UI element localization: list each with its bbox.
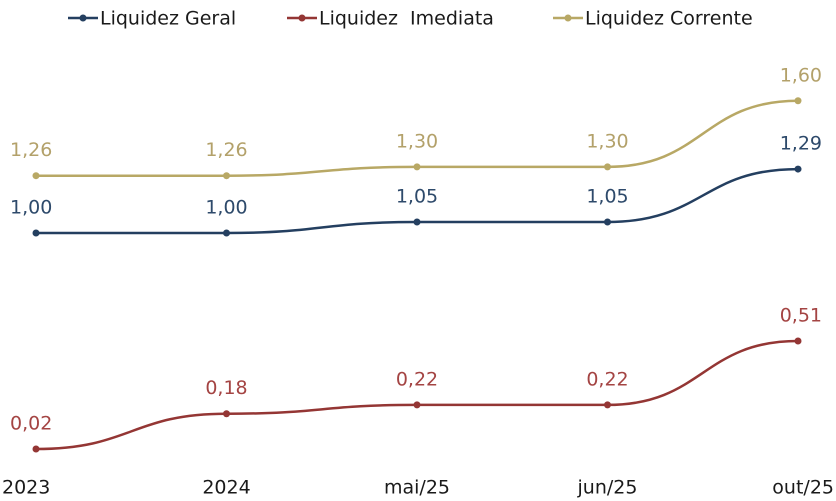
x-tick-label: jun/25 bbox=[577, 477, 638, 499]
x-tick-label: out/25 bbox=[772, 477, 834, 499]
data-point bbox=[413, 218, 421, 226]
data-label: 1,29 bbox=[780, 133, 822, 155]
x-tick-label: 2023 bbox=[2, 477, 50, 499]
data-label: 0,22 bbox=[396, 368, 438, 390]
data-label: 1,26 bbox=[10, 139, 52, 161]
data-label: 1,05 bbox=[586, 185, 628, 207]
data-label: 1,00 bbox=[205, 197, 247, 219]
data-label: 0,18 bbox=[205, 377, 247, 399]
data-label: 1,60 bbox=[780, 64, 822, 86]
legend-label: Liquidez Geral bbox=[100, 8, 236, 30]
data-point bbox=[604, 163, 611, 171]
data-label: 0,22 bbox=[586, 368, 628, 390]
legend-marker bbox=[79, 14, 87, 22]
data-label: 1,00 bbox=[10, 197, 52, 219]
data-label: 0,51 bbox=[780, 304, 822, 326]
data-point bbox=[413, 401, 421, 409]
data-point bbox=[223, 410, 230, 418]
data-point bbox=[223, 172, 230, 180]
data-point bbox=[794, 165, 802, 173]
data-label: 1,30 bbox=[586, 130, 628, 152]
legend-marker bbox=[564, 14, 572, 22]
data-label: 0,02 bbox=[10, 412, 52, 434]
x-tick-label: 2024 bbox=[202, 477, 250, 499]
data-point bbox=[604, 401, 611, 409]
data-point bbox=[32, 445, 40, 453]
data-label: 1,05 bbox=[396, 185, 438, 207]
data-point bbox=[413, 163, 421, 171]
data-point bbox=[223, 229, 230, 237]
x-tick-label: mai/25 bbox=[384, 477, 450, 499]
legend-marker bbox=[298, 14, 306, 22]
data-point bbox=[794, 97, 802, 105]
data-label: 1,30 bbox=[396, 130, 438, 152]
series-line bbox=[35, 339, 799, 451]
data-point bbox=[32, 229, 40, 237]
legend-label: Liquidez Imediata bbox=[319, 8, 494, 30]
data-point bbox=[794, 337, 802, 345]
data-point bbox=[604, 218, 611, 226]
data-label: 1,26 bbox=[205, 139, 247, 161]
data-point bbox=[32, 172, 40, 180]
legend-label: Liquidez Corrente bbox=[585, 8, 753, 30]
